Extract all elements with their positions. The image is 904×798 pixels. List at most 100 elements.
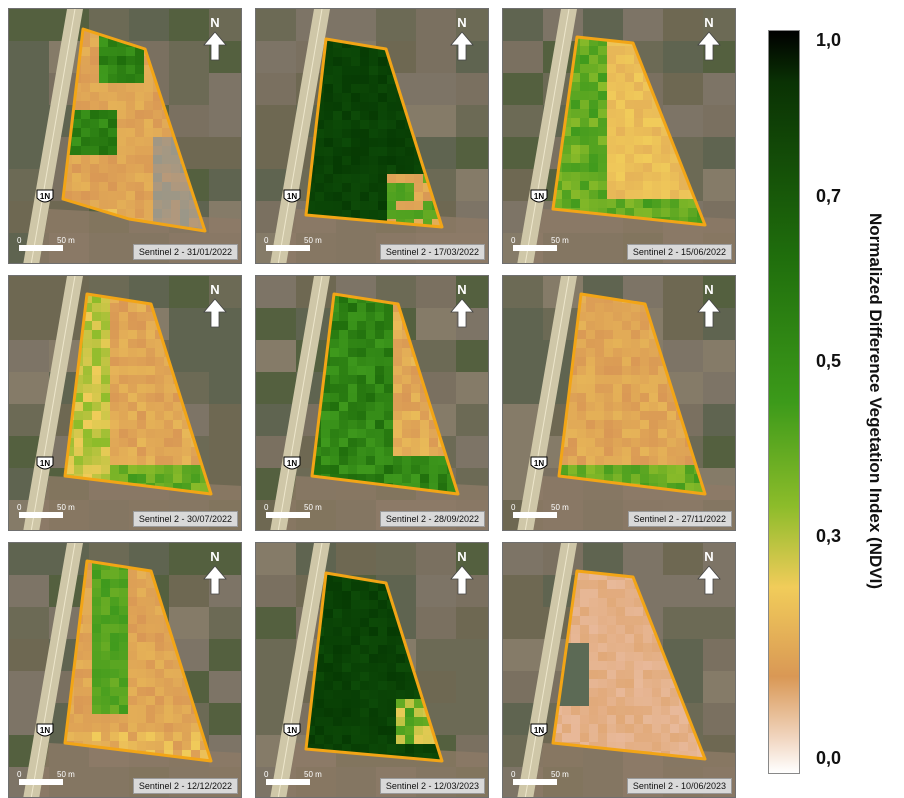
- road-shield-label: 1N: [39, 192, 51, 201]
- ndvi-pixel: [351, 672, 361, 682]
- ndvi-pixel: [173, 678, 183, 688]
- ndvi-pixel: [339, 375, 349, 385]
- ndvi-pixel: [580, 670, 590, 680]
- ndvi-pixel: [164, 429, 174, 439]
- ndvi-pixel: [405, 699, 415, 709]
- ndvi-pixel: [83, 615, 93, 625]
- ndvi-pixel: [613, 384, 623, 394]
- ndvi-pixel: [155, 678, 165, 688]
- ndvi-pixel: [643, 109, 653, 119]
- ndvi-pixel: [99, 38, 109, 48]
- ndvi-pixel: [577, 456, 587, 466]
- ndvi-pixel: [375, 447, 385, 457]
- road-shield: 1N: [35, 723, 55, 739]
- ndvi-pixel: [146, 624, 156, 634]
- ndvi-pixel: [658, 474, 668, 484]
- ndvi-pixel: [414, 699, 424, 709]
- ndvi-pixel: [405, 201, 415, 211]
- ndvi-pixel: [99, 191, 109, 201]
- ndvi-pixel: [402, 411, 412, 421]
- ndvi-pixel: [101, 615, 111, 625]
- ndvi-pixel: [405, 735, 415, 745]
- ndvi-pixel: [99, 146, 109, 156]
- ndvi-pixel: [119, 357, 129, 367]
- ndvi-pixel: [375, 312, 385, 322]
- ndvi-pixel: [625, 46, 635, 56]
- ndvi-pixel: [324, 744, 334, 754]
- ndvi-pixel: [661, 136, 671, 146]
- ndvi-pixel: [360, 726, 370, 736]
- ndvi-pixel: [119, 330, 129, 340]
- ndvi-pixel: [607, 181, 617, 191]
- north-arrow: N: [201, 282, 229, 330]
- ndvi-pixel: [640, 393, 650, 403]
- ndvi-pixel: [101, 474, 111, 484]
- ndvi-pixel: [146, 597, 156, 607]
- farmland-patch: [209, 372, 241, 404]
- ndvi-pixel: [580, 199, 590, 209]
- ndvi-pixel: [128, 366, 138, 376]
- ndvi-pixel: [189, 218, 199, 228]
- ndvi-pixel: [667, 447, 677, 457]
- ndvi-pixel: [360, 591, 370, 601]
- scale-zero-label: 0: [264, 503, 269, 512]
- ndvi-pixel: [625, 589, 635, 599]
- ndvi-pixel: [658, 366, 668, 376]
- ndvi-pixel: [137, 366, 147, 376]
- ndvi-pixel: [333, 735, 343, 745]
- ndvi-pixel: [108, 164, 118, 174]
- ndvi-pixel: [625, 697, 635, 707]
- ndvi-pixel: [128, 570, 138, 580]
- north-arrow: N: [201, 549, 229, 597]
- ndvi-pixel: [396, 129, 406, 139]
- ndvi-pixel: [137, 465, 147, 475]
- ndvi-pixel: [652, 733, 662, 743]
- ndvi-pixel: [586, 384, 596, 394]
- field-boundary: [61, 27, 207, 233]
- ndvi-pixel: [135, 119, 145, 129]
- ndvi-pixel: [342, 735, 352, 745]
- scale-zero-label: 0: [511, 236, 516, 245]
- ndvi-pixel: [613, 411, 623, 421]
- ndvi-pixel: [74, 723, 84, 733]
- ndvi-pixel: [360, 138, 370, 148]
- ndvi-pixel: [342, 699, 352, 709]
- ndvi-pixel: [625, 688, 635, 698]
- ndvi-pixel: [438, 474, 448, 484]
- ndvi-pixel: [595, 339, 605, 349]
- ndvi-pixel: [571, 598, 581, 608]
- ndvi-pixel: [155, 651, 165, 661]
- ndvi-pixel: [661, 199, 671, 209]
- road-centerline: [30, 9, 76, 263]
- ndvi-pixel: [396, 201, 406, 211]
- ndvi-pixel: [607, 625, 617, 635]
- farmland-patch: [169, 9, 209, 41]
- ndvi-pixel: [384, 465, 394, 475]
- ndvi-pixel: [670, 733, 680, 743]
- ndvi-pixel: [99, 200, 109, 210]
- ndvi-pixel: [117, 74, 127, 84]
- ndvi-pixel: [414, 183, 424, 193]
- ndvi-pixel: [90, 92, 100, 102]
- ndvi-pixel: [155, 393, 165, 403]
- ndvi-pixel: [191, 750, 201, 760]
- ndvi-pixel: [153, 110, 163, 120]
- ndvi-pixel: [333, 645, 343, 655]
- ndvi-pixel: [135, 56, 145, 66]
- ndvi-pixel: [137, 312, 147, 322]
- ndvi-pixel: [81, 38, 91, 48]
- road-shield-label: 1N: [533, 192, 545, 201]
- north-arrow: N: [695, 15, 723, 63]
- ndvi-pixel: [393, 384, 403, 394]
- ndvi-pixel: [191, 741, 201, 751]
- ndvi-pixel: [200, 483, 210, 493]
- ndvi-pixel: [423, 183, 433, 193]
- ndvi-pixel: [324, 618, 334, 628]
- ndvi-pixel: [595, 321, 605, 331]
- ndvi-pixel: [342, 210, 352, 220]
- ndvi-pixel: [99, 101, 109, 111]
- ndvi-pixel: [119, 606, 129, 616]
- ndvi-pixel: [652, 199, 662, 209]
- ndvi-pixel: [652, 163, 662, 173]
- ndvi-pixel: [110, 456, 120, 466]
